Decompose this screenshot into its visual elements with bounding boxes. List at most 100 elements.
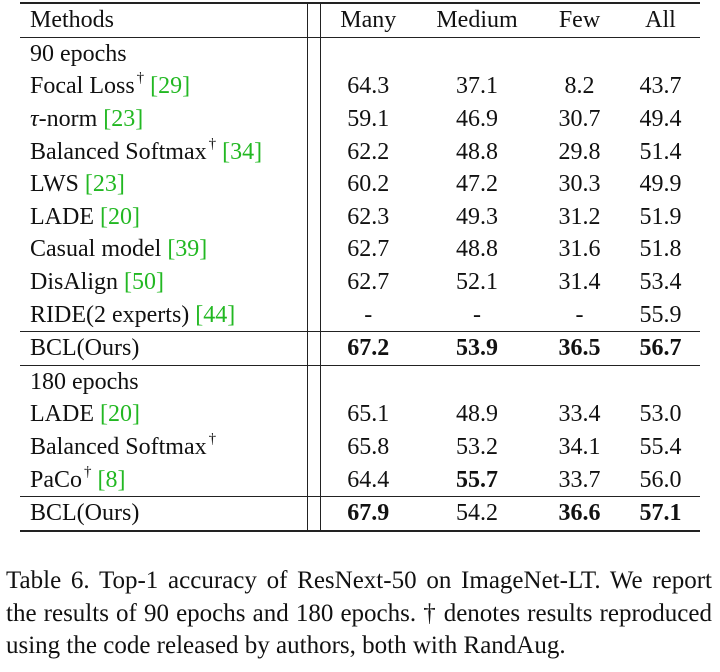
value-many: 62.7 xyxy=(347,236,390,263)
citation-link[interactable]: [44] xyxy=(195,301,236,328)
value-medium: 48.8 xyxy=(456,138,498,165)
citation-link[interactable]: [8] xyxy=(97,466,126,493)
value-few: 31.4 xyxy=(558,269,601,296)
table-row: Balanced Softmax † 65.8 53.2 34.1 55.4 xyxy=(20,430,700,464)
value-few: - xyxy=(575,301,584,328)
value-all: 56.7 xyxy=(621,330,700,366)
value-many: 62.3 xyxy=(347,203,390,230)
value-few: 30.3 xyxy=(558,171,601,198)
citation-link[interactable]: [34] xyxy=(222,138,263,165)
citation-link[interactable]: [23] xyxy=(103,106,144,133)
value-few: 33.7 xyxy=(558,466,601,493)
table-row: Casual model [39] 62.7 48.8 31.6 51.8 xyxy=(20,233,700,266)
value-few: 30.7 xyxy=(558,106,601,133)
results-table: Methods Many Medium Few All 90 epochs Fo… xyxy=(20,1,700,532)
value-few: 33.4 xyxy=(558,401,601,428)
value-all: 51.9 xyxy=(639,203,682,230)
method-name: Balanced Softmax † xyxy=(30,431,217,461)
table-row: LWS [23] 60.2 47.2 30.3 49.9 xyxy=(20,167,700,201)
group-label: 180 epochs xyxy=(30,368,139,395)
method-name: LADE [20] xyxy=(30,401,140,428)
value-all: 49.4 xyxy=(639,106,682,133)
method-name: PaCo † [8] xyxy=(30,463,126,493)
value-medium: 53.9 xyxy=(416,330,538,366)
header-medium: Medium xyxy=(416,1,538,38)
table-row: RIDE(2 experts) [44] - - - 55.9 xyxy=(20,298,700,332)
value-few: 31.2 xyxy=(558,203,601,230)
method-name-ours: BCL(Ours) xyxy=(20,495,307,532)
value-medium: 37.1 xyxy=(456,73,498,100)
method-name: τ-norm [23] xyxy=(30,106,144,133)
value-all: 53.0 xyxy=(639,401,682,428)
value-medium: 55.7 xyxy=(456,466,498,493)
citation-link[interactable]: [20] xyxy=(99,203,140,230)
value-all: 57.1 xyxy=(621,495,700,532)
value-medium: - xyxy=(473,301,481,328)
value-all: 56.0 xyxy=(639,466,682,493)
value-medium: 52.1 xyxy=(456,269,498,296)
header-all: All xyxy=(621,1,700,38)
value-medium: 48.9 xyxy=(456,401,498,428)
value-all: 51.8 xyxy=(639,236,682,263)
dagger-mark: † xyxy=(136,70,145,87)
value-many: 60.2 xyxy=(347,171,390,198)
value-many: 65.8 xyxy=(347,434,390,461)
value-few: 34.1 xyxy=(558,434,601,461)
value-many: - xyxy=(364,301,373,328)
dagger-mark: † xyxy=(84,463,92,480)
method-name: DisAlign [50] xyxy=(30,269,164,296)
method-name: Focal Loss † [29] xyxy=(30,70,191,100)
value-medium: 54.2 xyxy=(416,495,538,532)
value-few: 36.5 xyxy=(538,330,621,366)
group-label: 90 epochs xyxy=(30,40,127,67)
value-all: 49.9 xyxy=(639,171,682,198)
value-all: 55.4 xyxy=(639,434,682,461)
value-many: 64.3 xyxy=(347,73,390,100)
table-row: Focal Loss † [29] 64.3 37.1 8.2 43.7 xyxy=(20,70,700,103)
value-few: 8.2 xyxy=(564,73,595,100)
group-label-row: 180 epochs xyxy=(20,365,700,399)
citation-link[interactable]: [50] xyxy=(124,269,164,296)
method-name: Balanced Softmax † [34] xyxy=(30,135,263,165)
value-many: 59.1 xyxy=(347,106,390,133)
group-label-row: 90 epochs xyxy=(20,37,700,71)
citation-link[interactable]: [23] xyxy=(84,171,125,198)
method-name: Casual model [39] xyxy=(30,236,208,263)
value-medium: 47.2 xyxy=(456,171,498,198)
value-medium: 48.8 xyxy=(456,236,498,263)
table-row: Balanced Softmax † [34] 62.2 48.8 29.8 51… xyxy=(20,135,700,168)
citation-link[interactable]: [39] xyxy=(167,236,208,263)
results-table-container: Methods Many Medium Few All 90 epochs Fo… xyxy=(20,1,700,532)
table-row: LADE [20] 65.1 48.9 33.4 53.0 xyxy=(20,398,700,431)
method-name: LADE [20] xyxy=(30,203,140,230)
table-row: PaCo † [8] 64.4 55.7 33.7 56.0 xyxy=(20,463,700,497)
table-row: LADE [20] 62.3 49.3 31.2 51.9 xyxy=(20,200,700,234)
value-all: 43.7 xyxy=(639,73,682,100)
table-row: τ-norm [23] 59.1 46.9 30.7 49.4 xyxy=(20,102,700,136)
value-many: 62.2 xyxy=(347,138,390,165)
column-separator xyxy=(306,1,321,38)
dagger-mark: † xyxy=(208,135,217,152)
value-few: 29.8 xyxy=(558,138,601,165)
value-many: 62.7 xyxy=(347,269,390,296)
value-few: 36.6 xyxy=(538,495,621,532)
value-medium: 53.2 xyxy=(456,434,498,461)
table-header-row: Methods Many Medium Few All xyxy=(20,1,700,38)
method-name: LWS [23] xyxy=(30,171,125,198)
value-few: 31.6 xyxy=(558,236,601,263)
table-caption: Table 6. Top-1 accuracy of ResNext-50 on… xyxy=(6,567,712,659)
header-many: Many xyxy=(320,1,416,38)
value-many: 64.4 xyxy=(347,466,390,493)
value-all: 53.4 xyxy=(639,269,682,296)
ours-row: BCL(Ours) 67.9 54.2 36.6 57.1 xyxy=(20,495,700,532)
citation-link[interactable]: [29] xyxy=(150,73,191,100)
dagger-mark: † xyxy=(208,431,217,448)
table-row: DisAlign [50] 62.7 52.1 31.4 53.4 xyxy=(20,265,700,299)
header-methods: Methods xyxy=(20,1,307,38)
method-name: RIDE(2 experts) [44] xyxy=(30,301,236,328)
ours-row: BCL(Ours) 67.2 53.9 36.5 56.7 xyxy=(20,330,700,366)
header-few: Few xyxy=(538,1,621,38)
citation-link[interactable]: [20] xyxy=(99,401,140,428)
value-many: 67.9 xyxy=(320,495,416,532)
value-all: 51.4 xyxy=(639,138,682,165)
